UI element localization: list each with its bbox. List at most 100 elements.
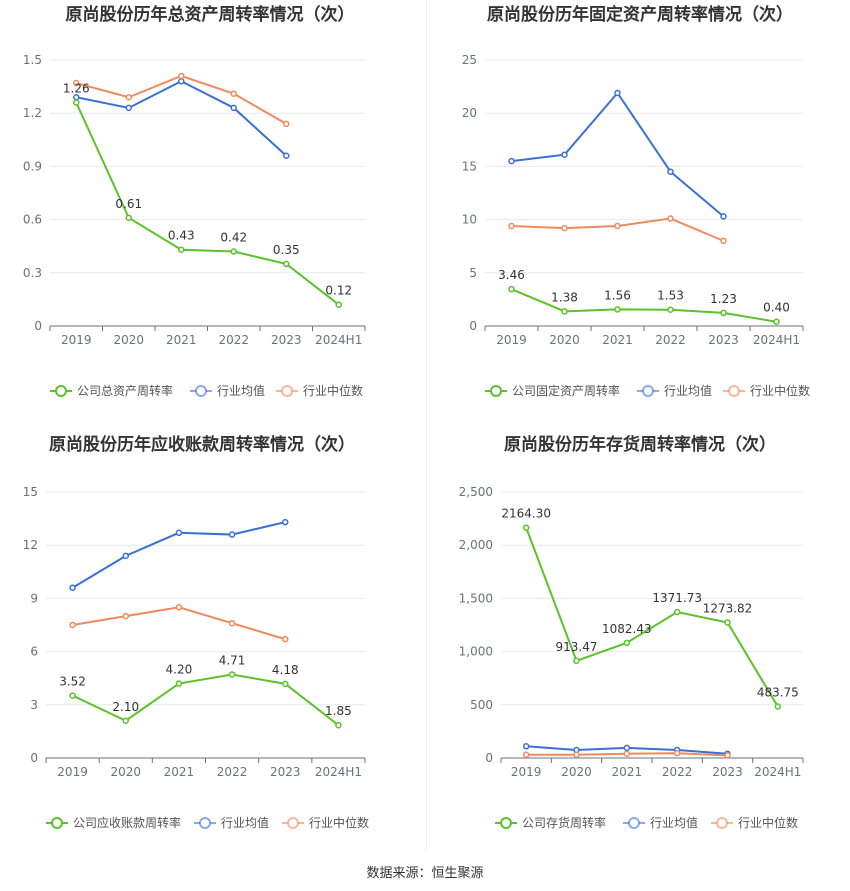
legend-marker-avg[interactable]	[628, 817, 640, 829]
data-label: 1.38	[551, 290, 578, 304]
vertical-divider	[426, 0, 427, 850]
legend-label-company[interactable]: 公司存货周转率	[522, 815, 606, 830]
data-point-avg	[720, 213, 727, 220]
chart-total-asset-turnover: 原尚股份历年总资产周转率情况（次） 0 0.3 0.6 0.9 1.2 1.5 2019 202…	[0, 0, 425, 430]
legend-marker-median[interactable]	[287, 817, 299, 829]
y-tick-label: 12	[23, 538, 38, 552]
data-point-median	[667, 215, 674, 222]
data-point-median	[724, 752, 731, 759]
data-label: 4.20	[166, 663, 193, 677]
y-tick-label: 2,500	[459, 485, 493, 499]
data-point-avg	[508, 157, 515, 165]
data-point-median	[175, 604, 183, 611]
legend-label-median[interactable]: 行业中位数	[309, 815, 369, 830]
legend-marker-median[interactable]	[716, 817, 728, 829]
data-point-company	[335, 721, 342, 729]
y-tick-label: 10	[462, 213, 477, 227]
x-tick-label: 2021	[166, 333, 197, 347]
y-tick-label: 0.9	[23, 159, 42, 173]
x-tick-label: 2020	[110, 765, 141, 779]
chart-title: 原尚股份历年固定资产周转率情况（次）	[487, 4, 793, 25]
legend-marker-company[interactable]	[500, 817, 512, 829]
data-point-avg	[175, 529, 183, 537]
y-tick-label: 6	[30, 645, 38, 659]
data-label: 2164.30	[501, 507, 551, 521]
data-point-avg	[230, 104, 237, 112]
chart-receivable-turnover: 原尚股份历年应收账款周转率情况（次） 0 3 6 9 12 15 2019 2020 2021 20…	[0, 430, 425, 860]
legend-label-company[interactable]: 公司应收账款周转率	[73, 815, 181, 830]
legend-marker-median[interactable]	[281, 385, 293, 397]
data-label: 1.23	[710, 292, 737, 306]
legend-label-avg[interactable]: 行业均值	[664, 383, 712, 398]
legend-marker-avg[interactable]	[195, 385, 207, 397]
legend-label-median[interactable]: 行业中位数	[303, 383, 363, 398]
data-point-avg	[178, 78, 185, 85]
legend-label-avg[interactable]: 行业均值	[650, 815, 698, 830]
data-point-company	[282, 680, 289, 688]
y-tick-label: 2,000	[459, 538, 493, 552]
y-tick-label: 25	[462, 53, 477, 67]
data-point-median	[125, 93, 132, 101]
x-tick-label: 2019	[496, 333, 527, 347]
data-point-median	[508, 222, 515, 230]
y-tick-label: 0	[485, 751, 493, 765]
series-line-company	[72, 673, 340, 726]
data-point-median	[623, 750, 631, 757]
x-tick-label: 2023	[708, 333, 739, 347]
x-tick-label: 2022	[217, 765, 248, 779]
y-tick-label: 0.3	[23, 266, 42, 280]
data-label: 1082.43	[602, 622, 652, 636]
y-tick-label: 15	[23, 485, 38, 499]
y-tick-label: 15	[462, 159, 477, 173]
legend-marker-company[interactable]	[55, 385, 67, 397]
series-line-median	[511, 217, 724, 242]
legend-marker-company[interactable]	[51, 817, 63, 829]
x-tick-label: 2020	[549, 333, 580, 347]
x-tick-label: 2022	[662, 765, 693, 779]
y-tick-label: 1.2	[23, 106, 42, 120]
data-point-avg	[667, 168, 674, 175]
data-point-company	[335, 301, 342, 308]
data-point-avg	[283, 152, 290, 160]
legend-marker-company[interactable]	[490, 385, 502, 397]
legend-label-avg[interactable]: 行业均值	[221, 815, 269, 830]
chart-svg: 原尚股份历年应收账款周转率情况（次） 0 3 6 9 12 15 2019 2020 2021 20…	[23, 434, 369, 830]
x-tick-label: 2024H1	[753, 333, 800, 347]
x-tick-label: 2020	[561, 765, 592, 779]
chart-title: 原尚股份历年总资产周转率情况（次）	[66, 4, 355, 25]
chart-fixed-asset-turnover: 原尚股份历年固定资产周转率情况（次） 0 5 10 15 20 25 2019 2020 2021…	[425, 0, 850, 430]
data-source-note: 数据来源：恒生聚源	[366, 866, 484, 881]
y-tick-label: 0.6	[23, 213, 42, 227]
legend-label-company[interactable]: 公司固定资产周转率	[512, 383, 620, 398]
data-point-company	[125, 214, 132, 222]
data-label: 913.47	[556, 640, 598, 654]
y-tick-label: 20	[462, 106, 477, 120]
legend-marker-avg[interactable]	[199, 817, 211, 829]
data-point-company	[673, 608, 681, 616]
legend-label-median[interactable]: 行业中位数	[738, 815, 798, 830]
data-label: 1273.82	[703, 601, 753, 615]
x-tick-label: 2019	[511, 765, 542, 779]
legend-label-avg[interactable]: 行业均值	[217, 383, 265, 398]
data-point-median	[178, 72, 185, 80]
data-label: 1.53	[657, 289, 684, 303]
legend-marker-median[interactable]	[728, 385, 740, 397]
legend-label-median[interactable]: 行业中位数	[750, 383, 810, 398]
x-tick-label: 2021	[612, 765, 643, 779]
data-point-company	[508, 285, 515, 293]
y-tick-label: 1.5	[23, 53, 42, 67]
data-point-company	[773, 318, 780, 325]
data-point-company	[774, 703, 782, 710]
data-point-company	[228, 671, 236, 678]
data-point-avg	[122, 552, 129, 560]
data-point-median	[573, 751, 580, 759]
legend-marker-avg[interactable]	[642, 385, 654, 397]
data-point-company	[175, 680, 183, 687]
data-point-avg	[228, 531, 236, 538]
legend-label-company[interactable]: 公司总资产周转率	[77, 383, 173, 398]
x-tick-label: 2022	[218, 333, 249, 347]
x-tick-label: 2023	[712, 765, 743, 779]
series-line-company	[511, 288, 777, 323]
data-label: 4.18	[272, 663, 299, 677]
data-point-company	[178, 246, 185, 253]
